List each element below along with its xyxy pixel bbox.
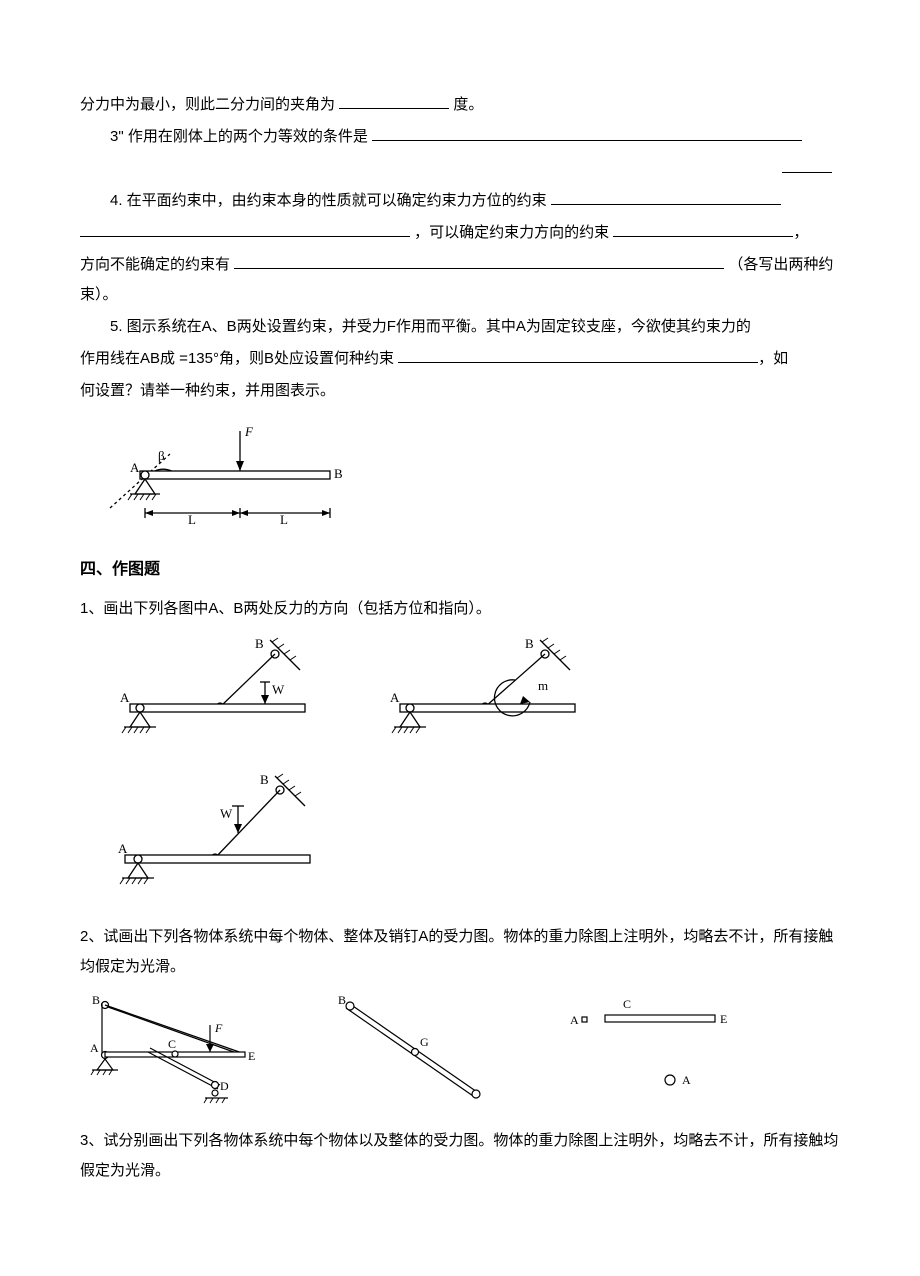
s2-G: G <box>420 1035 429 1049</box>
lbl-W3: W <box>220 806 233 821</box>
q3-line2 <box>80 154 840 184</box>
q2-tail: 分力中为最小，则此二分力间的夹角为 度。 <box>80 90 840 120</box>
q2-blank <box>339 93 449 110</box>
lbl-L2: L <box>280 512 288 527</box>
lbl-B2: B <box>525 636 534 651</box>
sec4-q3: 3、试分别画出下列各物体系统中每个物体以及整体的受力图。物体的重力除图上注明外，… <box>80 1126 840 1186</box>
q5-line3: 何设置？请举一种约束，并用图表示。 <box>80 376 840 406</box>
lbl-beta: β <box>158 448 165 463</box>
s3-A: A <box>682 1073 691 1087</box>
q3-blank2 <box>782 157 832 174</box>
q3-line1: 3" 作用在刚体上的两个力等效的条件是 <box>80 122 840 152</box>
lbl-A2: A <box>390 690 400 705</box>
fig-sys-row: B A E C D <box>80 990 840 1110</box>
q4-l2-pre: ，可以确定约束力方向的约束 <box>414 224 613 241</box>
sec4-title: 四、作图题 <box>80 554 840 586</box>
q2-post: 度。 <box>453 96 483 113</box>
fig-sys-3: C A E A <box>560 990 740 1110</box>
fig-ab-1: B W A <box>100 632 330 752</box>
lbl-A: A <box>130 460 140 475</box>
lbl-B3: B <box>260 772 269 787</box>
q5-l3: 何设置？请举一种约束，并用图表示。 <box>80 382 335 399</box>
q5-l2-blank <box>398 347 758 364</box>
q4-line3: 方向不能确定的约束有 （各写出两种约束）。 <box>80 250 840 310</box>
q4-l2-post: ， <box>793 224 808 241</box>
fig-q5-svg: β A B F <box>100 416 360 536</box>
q4-l1-pre: 4. 在平面约束中，由约束本身的性质就可以确定约束力方位的约束 <box>110 192 547 209</box>
q4-line1: 4. 在平面约束中，由约束本身的性质就可以确定约束力方位的约束 <box>80 186 840 216</box>
s1-B: B <box>92 993 100 1007</box>
s3-E: E <box>720 1012 727 1026</box>
q4-l2-blank1 <box>80 221 410 238</box>
fig-sys-1: B A E C D <box>80 990 270 1110</box>
lbl-B1: B <box>255 636 264 651</box>
q3-pre: 3" 作用在刚体上的两个力等效的条件是 <box>110 128 368 145</box>
s3-C: C <box>623 997 631 1011</box>
s1-F: F <box>214 1021 223 1035</box>
fig-ab-row2: B W A <box>100 768 840 908</box>
lbl-B: B <box>334 466 343 481</box>
fig-q5: β A B F <box>100 416 840 536</box>
lbl-M: m <box>538 678 548 693</box>
sec4-q2: 2、试画出下列各物体系统中每个物体、整体及销钉A的受力图。物体的重力除图上注明外… <box>80 922 840 982</box>
s1-E: E <box>248 1049 255 1063</box>
q3-blank1 <box>372 125 802 142</box>
q5-l1: 5. 图示系统在A、B两处设置约束，并受力F作用而平衡。其中A为固定铰支座，今欲… <box>110 318 751 335</box>
q5-line2: 作用线在AB成 =135°角，则B处应设置何种约束 ，如 <box>80 344 840 374</box>
lbl-F: F <box>244 424 254 439</box>
lbl-W1: W <box>272 682 285 697</box>
lbl-L1: L <box>188 512 196 527</box>
sec4-q1: 1、画出下列各图中A、B两处反力的方向（包括方位和指向）。 <box>80 594 840 624</box>
s1-A: A <box>90 1041 99 1055</box>
q4-l2-blank2 <box>613 221 793 238</box>
q5-l2-pre: 作用线在AB成 =135°角，则B处应设置何种约束 <box>80 350 394 367</box>
s1-D: D <box>220 1079 229 1093</box>
q2-pre: 分力中为最小，则此二分力间的夹角为 <box>80 96 339 113</box>
s3-Alab: A <box>570 1013 579 1027</box>
q4-l3-blank <box>234 253 724 270</box>
s1-C: C <box>168 1037 176 1051</box>
q5-l2-post: ，如 <box>758 350 788 367</box>
q4-line2: ，可以确定约束力方向的约束 ， <box>80 218 840 248</box>
lbl-A1: A <box>120 690 130 705</box>
s2-B: B <box>338 993 346 1007</box>
fig-sys-2: B G <box>330 990 500 1110</box>
q4-l1-blank <box>551 189 781 206</box>
q5-line1: 5. 图示系统在A、B两处设置约束，并受力F作用而平衡。其中A为固定铰支座，今欲… <box>80 312 840 342</box>
q4-l3-pre: 方向不能确定的约束有 <box>80 256 234 273</box>
lbl-A3: A <box>118 841 128 856</box>
fig-ab-2: B m A <box>370 632 600 752</box>
fig-ab-row1: B W A <box>100 632 840 752</box>
fig-ab-3: B W A <box>100 768 330 908</box>
